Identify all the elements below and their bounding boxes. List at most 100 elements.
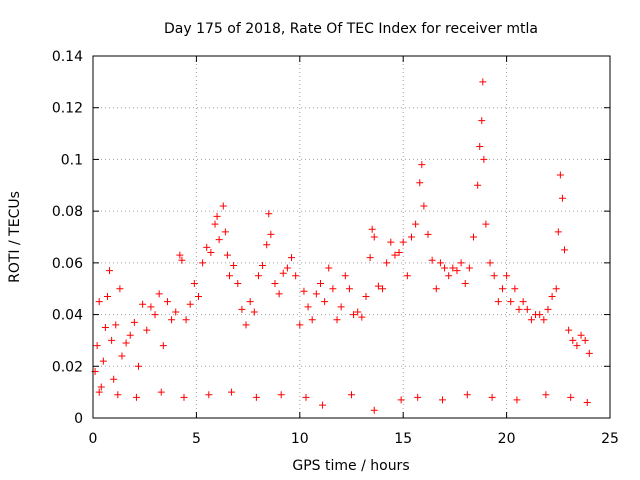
data-point — [288, 254, 296, 262]
data-point — [523, 305, 531, 313]
data-point — [374, 282, 382, 290]
data-point — [215, 236, 223, 244]
data-point — [122, 339, 130, 347]
data-point — [420, 202, 428, 210]
chart-title: Day 175 of 2018, Rate Of TEC Index for r… — [164, 21, 538, 37]
data-point — [397, 396, 405, 404]
data-point — [225, 272, 233, 280]
data-point — [527, 316, 535, 324]
data-point — [308, 316, 316, 324]
data-point — [341, 272, 349, 280]
data-point — [583, 398, 591, 406]
data-point — [118, 352, 126, 360]
data-point — [134, 362, 142, 370]
data-point — [337, 303, 345, 311]
data-point — [180, 393, 188, 401]
data-point — [230, 261, 238, 269]
data-point — [194, 292, 202, 300]
data-point — [478, 117, 486, 125]
data-point — [479, 78, 487, 86]
data-point — [569, 336, 577, 344]
data-point — [316, 280, 324, 288]
data-point — [548, 292, 556, 300]
data-point — [228, 388, 236, 396]
data-point — [190, 280, 198, 288]
data-point — [368, 225, 376, 233]
x-tick-label: 0 — [89, 431, 98, 447]
data-point — [199, 259, 207, 267]
y-tick-label: 0.08 — [52, 204, 83, 220]
data-point — [114, 391, 122, 399]
data-point — [296, 321, 304, 329]
data-point — [554, 228, 562, 236]
data-point — [108, 336, 116, 344]
data-point — [221, 228, 229, 236]
plot-frame — [92, 55, 611, 419]
data-point — [176, 251, 184, 259]
data-point — [265, 210, 273, 218]
data-point — [254, 272, 262, 280]
data-points — [91, 78, 593, 414]
data-point — [457, 259, 465, 267]
data-point — [536, 311, 544, 319]
data-point — [99, 357, 107, 365]
data-point — [151, 311, 159, 319]
data-point — [238, 305, 246, 313]
y-axis-label: ROTI / TECUs — [7, 191, 23, 283]
x-tick-label: 25 — [601, 431, 619, 447]
data-point — [95, 298, 103, 306]
data-point — [246, 298, 254, 306]
data-point — [112, 321, 120, 329]
data-point — [277, 391, 285, 399]
data-point — [101, 324, 109, 331]
x-tick-labels: 0 5 10 15 20 25 — [89, 431, 619, 447]
data-point — [445, 272, 453, 280]
data-point — [482, 220, 490, 228]
data-point — [126, 331, 134, 339]
data-point — [379, 285, 387, 293]
data-point — [414, 393, 422, 401]
data-point — [488, 393, 496, 401]
data-point — [387, 238, 395, 246]
data-point — [474, 181, 482, 189]
data-point — [130, 318, 138, 326]
data-point — [476, 143, 484, 150]
data-point — [345, 285, 353, 293]
data-point — [259, 261, 267, 269]
x-tick-label: 15 — [394, 431, 412, 447]
data-point — [139, 300, 147, 308]
data-point — [581, 336, 589, 344]
x-tick-label: 10 — [291, 431, 309, 447]
data-point — [103, 292, 111, 300]
data-point — [565, 326, 573, 334]
data-point — [234, 280, 242, 288]
y-tick-label: 0.12 — [52, 101, 83, 117]
data-point — [350, 311, 358, 319]
data-point — [213, 212, 221, 220]
data-point — [556, 171, 564, 179]
data-point — [205, 391, 213, 399]
data-point — [279, 269, 287, 277]
data-point — [219, 202, 227, 210]
data-point — [163, 298, 171, 306]
data-point — [211, 220, 219, 228]
data-point — [383, 259, 391, 267]
data-point — [242, 321, 250, 329]
data-point — [511, 285, 519, 293]
x-tick-label: 20 — [498, 431, 516, 447]
data-point — [329, 285, 337, 293]
data-point — [480, 155, 488, 163]
data-point — [370, 233, 378, 241]
data-point — [132, 393, 140, 401]
data-point — [362, 292, 370, 300]
data-point — [436, 259, 444, 267]
data-point — [513, 396, 521, 404]
data-point — [93, 342, 101, 350]
y-tick-label: 0 — [74, 411, 83, 427]
data-point — [319, 401, 327, 409]
data-point — [106, 267, 114, 275]
data-point — [370, 406, 378, 414]
grid-lines — [93, 56, 610, 418]
data-point — [157, 388, 165, 396]
y-tick-label: 0.06 — [52, 256, 83, 272]
